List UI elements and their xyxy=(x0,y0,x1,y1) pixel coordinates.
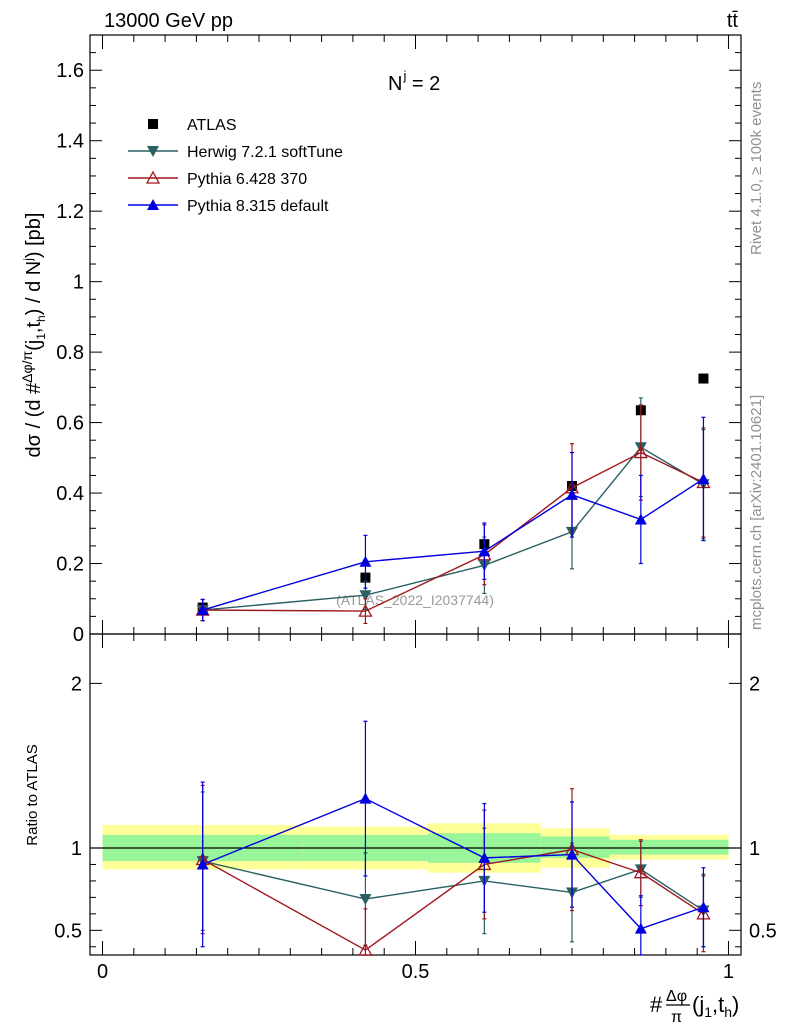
legend-label-atlas: ATLAS xyxy=(187,117,237,134)
rivet-version-label: Rivet 4.1.0, ≥ 100k events xyxy=(748,82,765,255)
main-y-tick-label: 0.8 xyxy=(56,342,84,364)
ratio-point-pythia8 xyxy=(634,922,647,934)
main-point-pythia8 xyxy=(359,555,372,567)
main-line-pythia6 xyxy=(202,451,704,612)
main-series-pythia6 xyxy=(195,404,711,625)
svg-text:Δφ: Δφ xyxy=(666,988,687,1005)
ratio-point-pythia6 xyxy=(358,942,373,956)
main-panel: Nj = 2 (ATLAS_2022_I2037744) ATLAS Herwig… xyxy=(19,34,742,646)
ratio-point-herwig xyxy=(359,894,372,906)
ratio-y-tick-label-left: 2 xyxy=(71,673,82,695)
ratio-line-pythia8 xyxy=(202,797,704,930)
ratio-y-tick-label-left: 1 xyxy=(71,838,82,860)
main-point-pythia6 xyxy=(358,603,373,617)
main-y-tick-label: 0.6 xyxy=(56,413,84,435)
legend-marker-herwig xyxy=(147,146,159,157)
ratio-point-pythia8 xyxy=(565,848,578,860)
legend: ATLAS Herwig 7.2.1 softTune Pythia 6.428 3… xyxy=(128,117,343,215)
ratio-y-tick-label-left: 0.5 xyxy=(54,920,82,942)
main-point-pythia8 xyxy=(196,604,209,616)
main-y-tick-label: 1.6 xyxy=(56,60,84,82)
main-y-tick-label: 0.2 xyxy=(56,554,84,576)
energy-label: 13000 GeV pp xyxy=(104,10,233,32)
main-point-pythia8 xyxy=(697,472,710,484)
main-y-tick-label: 1 xyxy=(73,272,84,294)
ratio-line-pythia6 xyxy=(202,848,704,951)
main-y-tick-label: 1.4 xyxy=(56,131,84,153)
main-point-pythia8 xyxy=(634,513,647,525)
main-line-pythia8 xyxy=(202,478,704,611)
svg-text:(j1,th): (j1,th) xyxy=(692,992,739,1020)
legend-label-pythia8: Pythia 8.315 default xyxy=(187,198,329,215)
legend-marker-pythia8 xyxy=(147,199,159,210)
x-tick-label: 0 xyxy=(97,961,108,983)
ratio-panel: Ratio to ATLAS # Δφ π (j1,th) 0.5 0.5 1 1 2 2… xyxy=(24,633,777,1024)
svg-text:π: π xyxy=(671,1009,682,1024)
svg-text:#: # xyxy=(650,992,663,1017)
main-point-pythia8 xyxy=(565,488,578,500)
ratio-point-pythia8 xyxy=(697,901,710,913)
main-point-herwig xyxy=(359,590,372,602)
x-axis-label: # Δφ π (j1,th) xyxy=(650,988,739,1024)
ratio-plot-frame xyxy=(89,633,742,956)
main-y-tick-label: 0.4 xyxy=(56,483,84,505)
x-tick-label: 1 xyxy=(723,961,734,983)
process-label: tt̄ xyxy=(727,10,739,32)
legend-marker-atlas xyxy=(148,119,158,129)
main-point-pythia8 xyxy=(478,545,491,557)
main-series-atlas xyxy=(197,373,709,613)
ratio-series-pythia8 xyxy=(196,720,710,956)
ratio-y-tick-label-right: 2 xyxy=(749,673,760,695)
ratio-point-pythia8 xyxy=(359,792,372,804)
main-line-herwig xyxy=(202,446,704,611)
main-series-herwig xyxy=(196,397,710,622)
legend-label-pythia6: Pythia 6.428 370 xyxy=(187,171,307,188)
ratio-y-tick-label-right: 0.5 xyxy=(749,920,777,942)
x-tick-label: 0.5 xyxy=(402,961,430,983)
main-y-axis-label: dσ / (d #Δφ/π(j1,th) / d Nj) [pb] xyxy=(19,213,48,458)
main-point-atlas xyxy=(698,373,709,384)
main-point-pythia6 xyxy=(633,445,648,459)
main-series-pythia8 xyxy=(196,416,710,622)
main-y-tick-label: 1.2 xyxy=(56,201,84,223)
analysis-watermark: (ATLAS_2022_I2037744) xyxy=(336,592,494,608)
main-y-tick-label-zero: 0 xyxy=(73,624,84,646)
ratio-point-pythia8 xyxy=(196,858,209,870)
ratio-point-pythia8 xyxy=(478,851,491,863)
legend-marker-pythia6 xyxy=(145,170,161,184)
ratio-point-pythia6 xyxy=(633,865,648,879)
main-panel-title: Nj = 2 xyxy=(388,68,440,95)
ratio-y-tick-label-right: 1 xyxy=(749,838,760,860)
mcplots-label: mcplots.cern.ch [arXiv:2401.10621] xyxy=(748,395,765,630)
ratio-line-herwig xyxy=(202,860,704,912)
legend-label-herwig: Herwig 7.2.1 softTune xyxy=(187,144,343,161)
ratio-y-axis-label: Ratio to ATLAS xyxy=(24,744,41,845)
svg-text:dσ / (d #Δφ/π(j1,th) / d Nj) [: dσ / (d #Δφ/π(j1,th) / d Nj) [pb] xyxy=(19,213,48,458)
ratio-band-inner xyxy=(609,839,729,855)
